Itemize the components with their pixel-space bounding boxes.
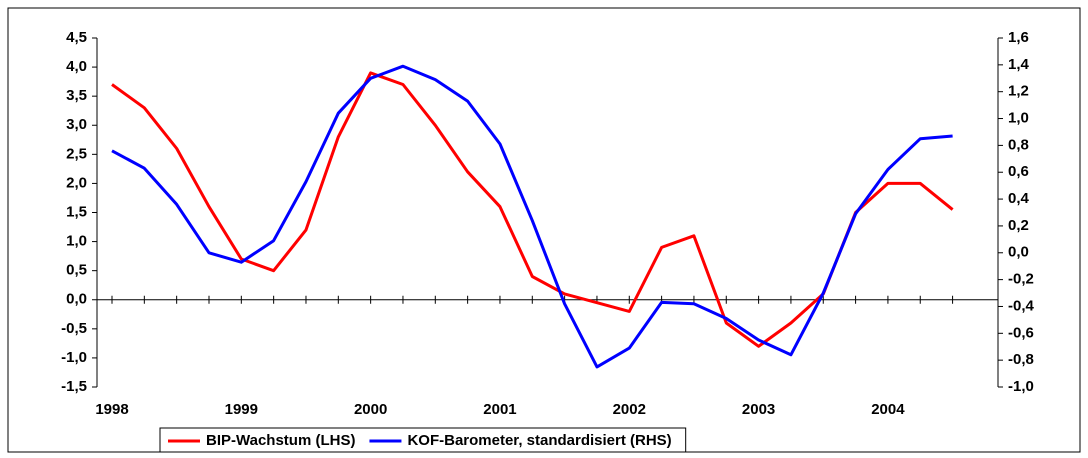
y2-tick-label: -0,6	[1008, 324, 1034, 341]
y-tick-label: 4,5	[66, 29, 87, 46]
legend-label: KOF-Barometer, standardisiert (RHS)	[407, 432, 671, 449]
x-tick-label: 1998	[95, 401, 128, 418]
y-tick-label: -1,5	[61, 378, 87, 395]
y-tick-label: 0,0	[66, 291, 87, 308]
y2-tick-label: 0,8	[1008, 136, 1029, 153]
y2-tick-label: -0,4	[1008, 297, 1035, 314]
y2-tick-label: 1,0	[1008, 110, 1029, 127]
y-tick-label: 2,5	[66, 145, 87, 162]
y-tick-label: 0,5	[66, 262, 87, 279]
y2-tick-label: -0,8	[1008, 351, 1034, 368]
y2-tick-label: 1,6	[1008, 29, 1029, 46]
x-tick-label: 2000	[354, 401, 387, 418]
x-tick-label: 2001	[483, 401, 516, 418]
x-tick-label: 2002	[613, 401, 646, 418]
y-tick-label: 3,5	[66, 87, 87, 104]
y-tick-label: 1,5	[66, 203, 87, 220]
y-tick-label: 2,0	[66, 174, 87, 191]
y2-tick-label: 0,4	[1008, 190, 1030, 207]
y2-tick-label: 1,4	[1008, 56, 1030, 73]
x-tick-label: 1999	[225, 401, 258, 418]
chart-frame	[7, 7, 1081, 453]
series-line	[111, 64, 953, 369]
y-tick-label: -0,5	[61, 320, 87, 337]
legend-box	[159, 427, 687, 453]
series-line	[111, 71, 954, 348]
y2-tick-label: -1,0	[1008, 378, 1034, 395]
y-tick-label: 4,0	[66, 58, 87, 75]
y2-tick-label: -0,2	[1008, 271, 1034, 288]
y-tick-label: 3,0	[66, 116, 87, 133]
y2-tick-label: 0,6	[1008, 163, 1029, 180]
y2-tick-label: 0,2	[1008, 217, 1029, 234]
x-tick-label: 2003	[742, 401, 775, 418]
x-tick-label: 2004	[871, 401, 905, 418]
y-tick-label: -1,0	[61, 349, 87, 366]
y-tick-label: 1,0	[66, 233, 87, 250]
y2-tick-label: 0,0	[1008, 244, 1029, 261]
y2-tick-label: 1,2	[1008, 83, 1029, 100]
legend-label: BIP-Wachstum (LHS)	[206, 432, 355, 449]
